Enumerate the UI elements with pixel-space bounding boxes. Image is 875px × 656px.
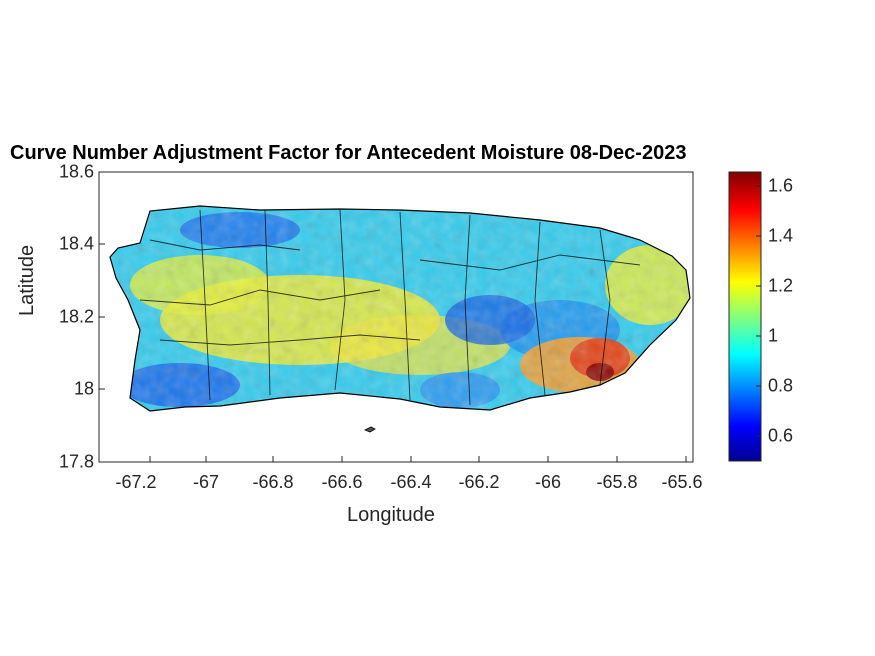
x-axis-label: Longitude	[347, 504, 435, 526]
x-tick-label: -66.4	[390, 472, 432, 492]
y-tick-label: 18	[73, 378, 94, 399]
colorbar-tick-label: 0.8	[768, 375, 794, 396]
island-coastline	[109, 205, 691, 412]
colorbar-tick-label: 1.6	[768, 175, 794, 196]
y-tick-label: 18.6	[58, 161, 94, 182]
x-tick-label: -67	[192, 472, 220, 492]
colorbar-tick-label: 1.2	[768, 275, 794, 296]
x-tick-label: -66.6	[321, 472, 363, 492]
axis-ticks	[99, 171, 687, 463]
colorbar	[728, 171, 762, 462]
colorbar-ticks	[756, 185, 761, 437]
colorbar-tick-label: 0.6	[768, 425, 794, 446]
x-tick-label: -66.8	[252, 472, 294, 492]
heatmap-field	[110, 206, 690, 411]
x-tick-label: -66	[534, 472, 562, 492]
colorbar-tick-label: 1.4	[768, 225, 794, 246]
colorbar-tick-label: 1	[768, 325, 779, 346]
y-tick-label: 17.8	[58, 451, 94, 472]
chart-title: Curve Number Adjustment Factor for Antec…	[10, 142, 687, 164]
offshore-islet	[364, 426, 376, 433]
x-tick-label: -65.8	[596, 472, 638, 492]
x-tick-label: -67.2	[115, 472, 157, 492]
x-tick-label: -66.2	[458, 472, 500, 492]
y-axis-label: Latitude	[16, 244, 38, 316]
y-tick-label: 18.4	[58, 233, 94, 254]
y-tick-label: 18.2	[58, 306, 94, 327]
x-tick-label: -65.6	[661, 472, 703, 492]
